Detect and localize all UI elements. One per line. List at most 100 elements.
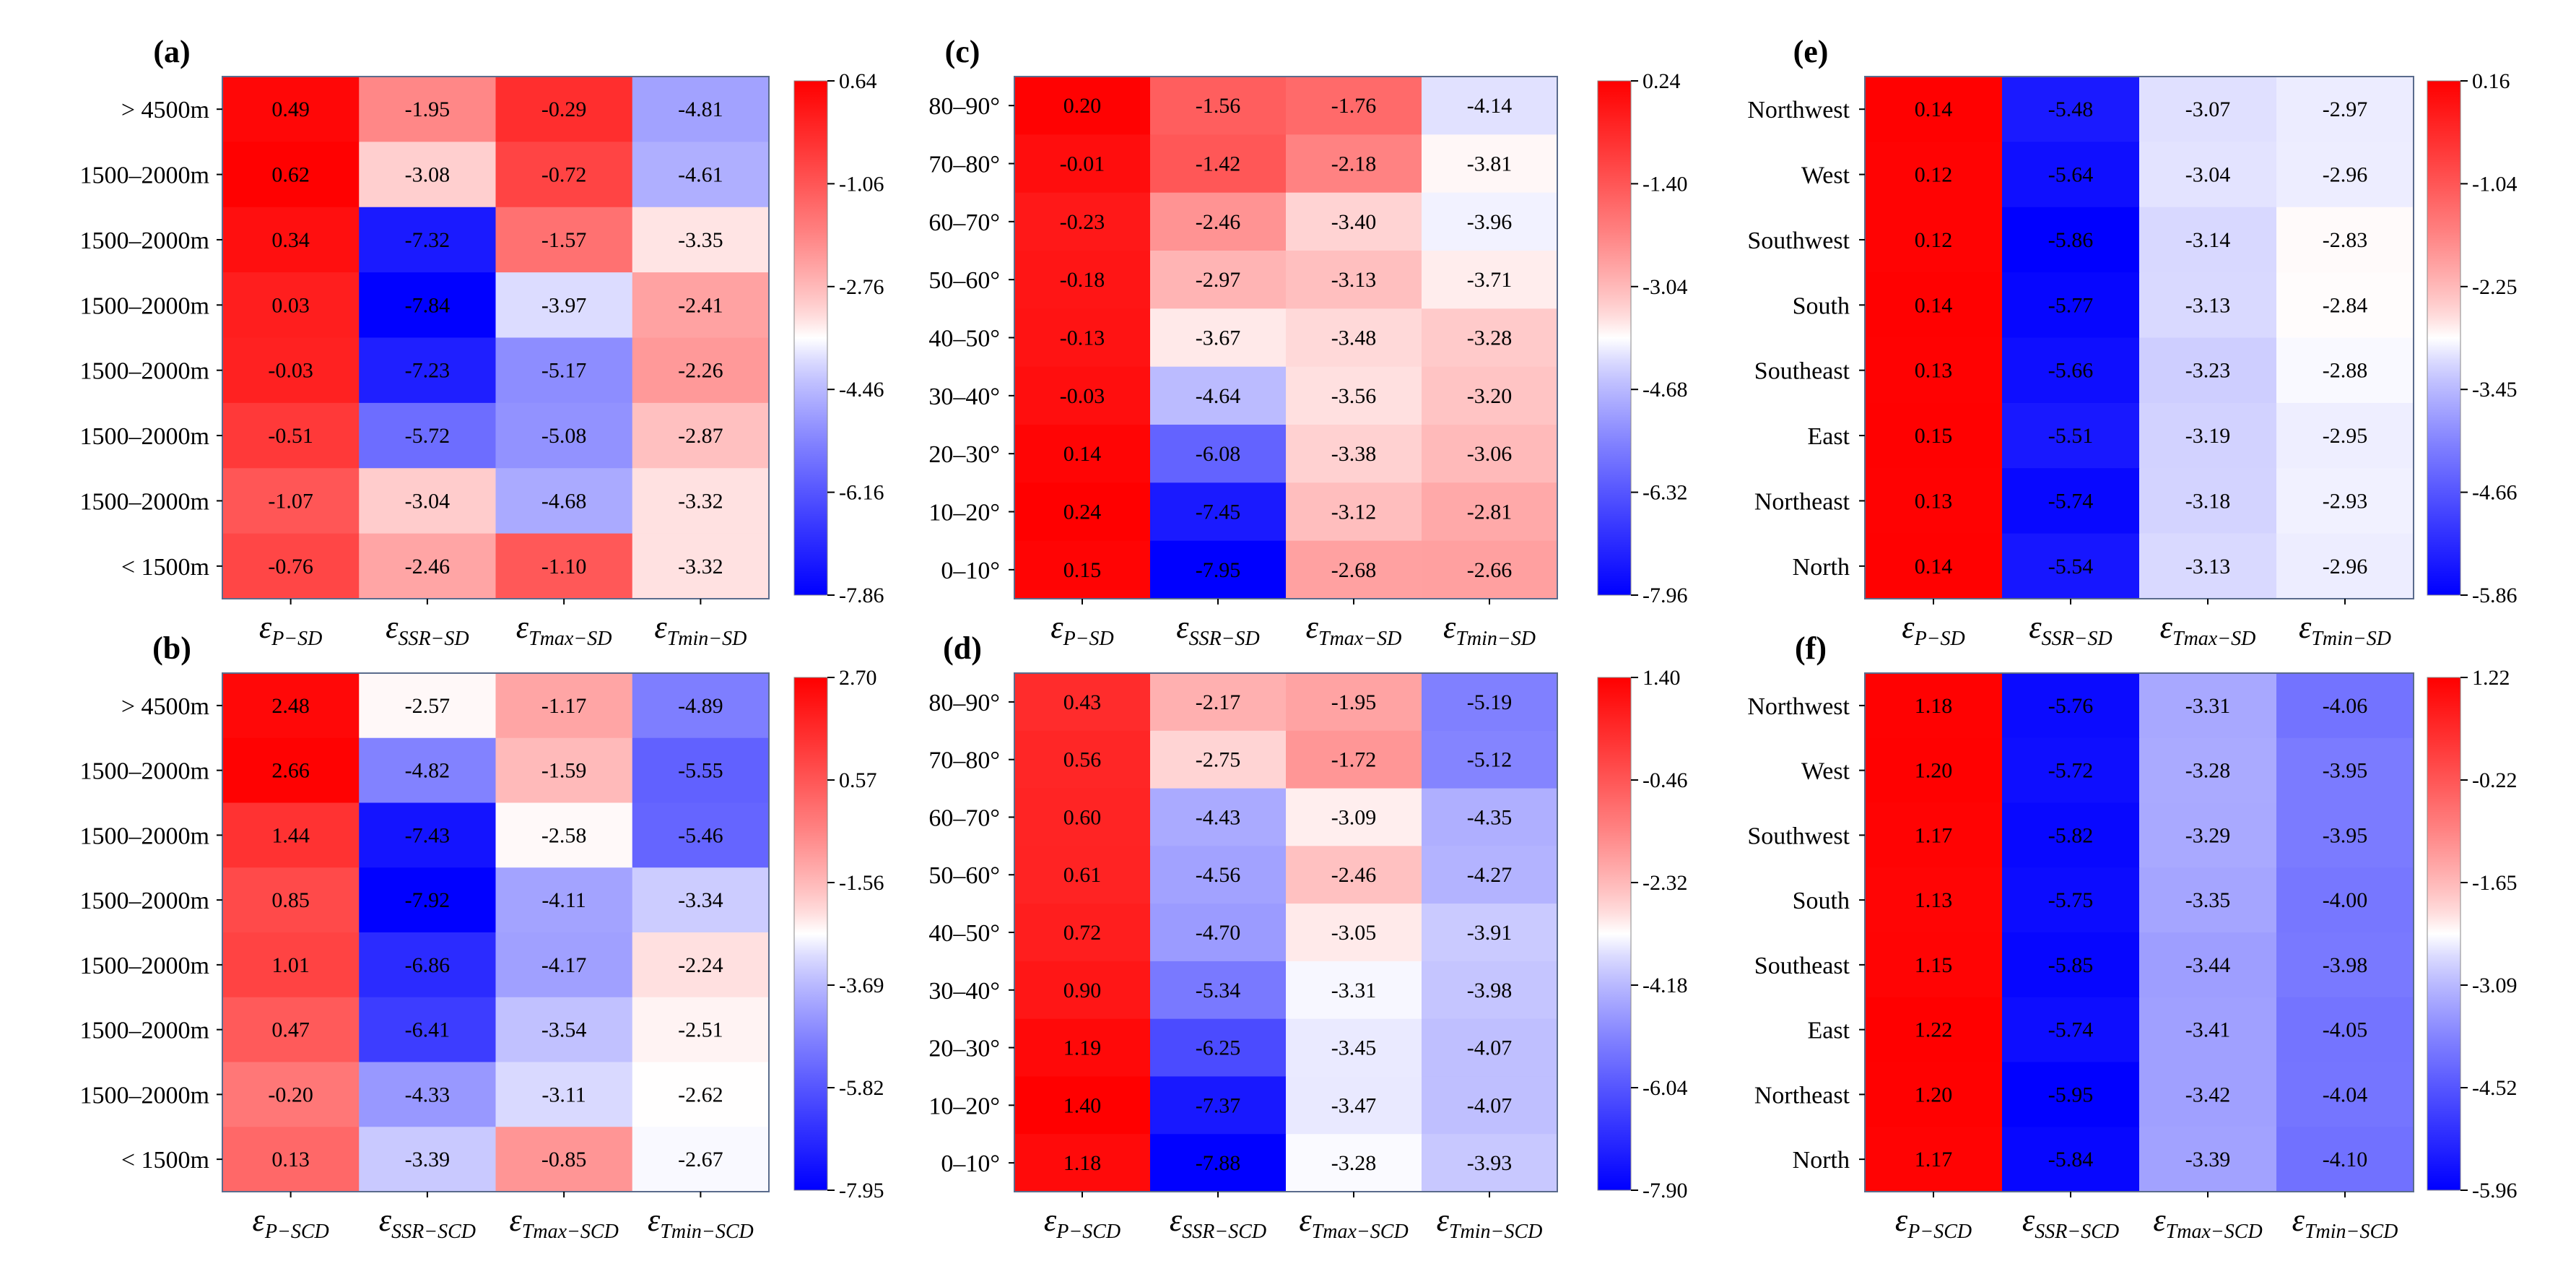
heatmap-cell (2276, 337, 2414, 404)
cell-value-label: 0.14 (1915, 98, 1953, 121)
heatmap-cell (632, 533, 770, 599)
heatmap-cell (1422, 134, 1558, 194)
heatmap-cell (1014, 308, 1151, 368)
row-label: 1500–2000m (80, 228, 209, 254)
heatmap-cell (2276, 533, 2414, 599)
cell-value-label: -2.97 (2323, 98, 2368, 121)
cell-value-label: 0.56 (1063, 748, 1102, 772)
cell-value-label: -3.98 (1467, 979, 1513, 1002)
cell-value-label: -3.39 (2185, 1148, 2231, 1171)
heatmap-cell (1150, 788, 1287, 846)
cell-value-label: -2.67 (678, 1148, 723, 1171)
heatmap-cell (1014, 540, 1151, 599)
heatmap-cell (632, 867, 770, 933)
column-label: εTmax−SD (2160, 610, 2256, 650)
column-label: εP−SD (1050, 610, 1114, 650)
heatmap-cell (1150, 134, 1287, 194)
cell-value-label: 0.85 (271, 888, 310, 912)
cell-value-label: -3.12 (1331, 500, 1377, 524)
heatmap-cell (1865, 272, 2003, 339)
heatmap-cell (1865, 867, 2003, 933)
cell-value-label: -3.41 (2185, 1018, 2231, 1042)
heatmap-cell (1422, 192, 1558, 251)
cell-value-label: -3.28 (1331, 1151, 1377, 1175)
colorbar-tick-label: -4.68 (1642, 378, 1688, 402)
colorbar (1597, 80, 1632, 596)
cell-value-label: 0.13 (271, 1148, 310, 1171)
heatmap-cell (632, 932, 770, 998)
cell-value-label: -5.84 (2048, 1148, 2094, 1171)
row-label: 0–10° (941, 558, 1000, 584)
heatmap-cell (632, 1062, 770, 1127)
heatmap-cell (1422, 77, 1558, 135)
cell-value-label: 2.48 (271, 694, 310, 718)
heatmap-cell (1422, 1076, 1558, 1135)
cell-value-label: -3.98 (2323, 953, 2368, 977)
cell-value-label: -3.67 (1196, 326, 1241, 350)
cell-value-label: -7.84 (405, 293, 451, 317)
cell-value-label: -4.04 (2323, 1083, 2368, 1106)
cell-value-label: -3.19 (2185, 424, 2231, 448)
column-label: εP−SCD (253, 1202, 329, 1243)
cell-value-label: -3.28 (2185, 759, 2231, 783)
heatmap-cell (2002, 468, 2140, 534)
heatmap-cell (1014, 482, 1151, 542)
cell-value-label: -3.13 (2185, 555, 2231, 578)
row-label: 50–60° (928, 267, 1000, 294)
row-label: 20–30° (928, 441, 1000, 468)
heatmap-cell (359, 207, 497, 273)
heatmap-cell (1865, 402, 2003, 469)
row-label: 20–30° (928, 1036, 1000, 1062)
cell-value-label: -3.09 (1331, 805, 1377, 829)
row-label: < 1500m (121, 1147, 209, 1174)
row-label: > 4500m (121, 97, 209, 124)
heatmap-cell (1014, 730, 1151, 789)
cell-value-label: -2.26 (678, 359, 723, 383)
cell-value-label: 1.44 (271, 823, 310, 847)
heatmap-cell (1150, 192, 1287, 251)
cell-value-label: 0.47 (271, 1018, 310, 1042)
cell-value-label: -4.35 (1467, 805, 1513, 829)
colorbar-tick-label: -7.96 (1642, 584, 1688, 607)
heatmap-cell (1865, 737, 2003, 804)
cell-value-label: -4.00 (2323, 888, 2368, 912)
column-label: εP−SD (259, 610, 323, 650)
heatmap-cell (2002, 1127, 2140, 1192)
heatmap-cell (2139, 207, 2277, 273)
heatmap-cell (222, 402, 360, 469)
heatmap-cell (1422, 788, 1558, 846)
row-label: 80–90° (928, 690, 1000, 716)
cell-value-label: -4.14 (1467, 94, 1513, 118)
colorbar (2427, 80, 2461, 596)
heatmap-cell (2139, 997, 2277, 1063)
heatmap-cell (632, 272, 770, 339)
cell-value-label: 0.14 (1915, 555, 1953, 578)
cell-value-label: -3.11 (541, 1083, 586, 1106)
heatmap-cell (1422, 482, 1558, 542)
heatmap-cell (495, 997, 633, 1063)
cell-value-label: -3.95 (2323, 759, 2368, 783)
colorbar-tick-label: -7.90 (1642, 1179, 1688, 1202)
cell-value-label: -5.54 (2048, 555, 2094, 578)
heatmap-cell (1865, 337, 2003, 404)
heatmap-cell (1865, 142, 2003, 208)
cell-value-label: -2.96 (2323, 555, 2368, 578)
heatmap-cell (1286, 308, 1422, 368)
row-label: 1500–2000m (80, 292, 209, 319)
heatmap-panel-4: (e) 0.14 -5.48 -3.07 -2.97 0.12 -5.64 -3.04 -2.9… (1747, 34, 2517, 650)
heatmap-cell (495, 402, 633, 469)
row-label: 60–70° (928, 805, 1000, 831)
colorbar-tick-label: -1.06 (839, 172, 884, 196)
row-label: 70–80° (928, 152, 1000, 178)
cell-value-label: -2.46 (405, 555, 451, 578)
cell-value-label: -3.71 (1467, 268, 1513, 292)
row-label: 80–90° (928, 93, 1000, 120)
heatmap-cell (2276, 932, 2414, 998)
colorbar-tick-label: -0.22 (2472, 768, 2518, 792)
row-label: Northwest (1747, 693, 1850, 720)
cell-value-label: -2.24 (678, 953, 723, 977)
colorbar-tick-label: -1.56 (839, 871, 884, 895)
row-label: Northwest (1747, 97, 1850, 124)
column-label: εTmax−SCD (2153, 1202, 2262, 1243)
cell-value-label: -5.19 (1467, 690, 1513, 714)
